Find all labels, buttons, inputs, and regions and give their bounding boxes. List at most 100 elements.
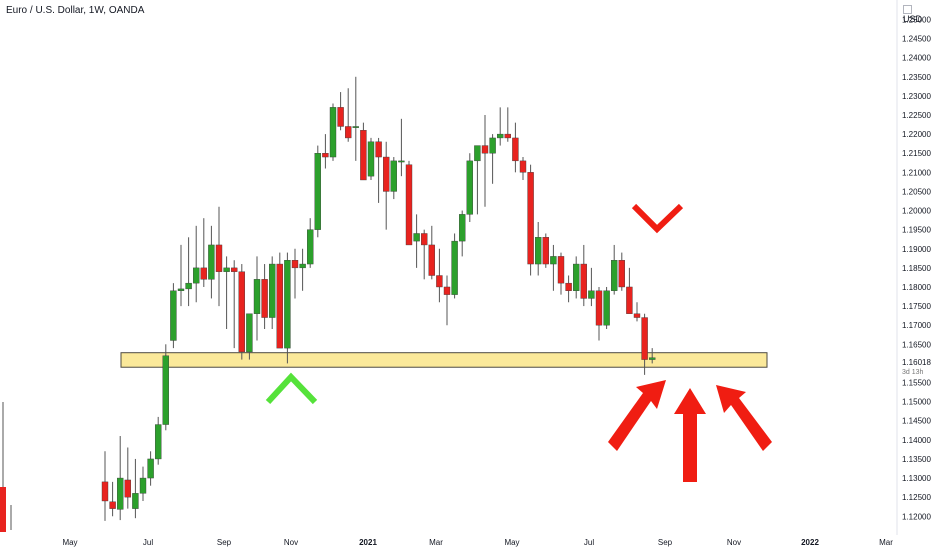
candle-body-up	[588, 290, 595, 299]
candle[interactable]	[322, 134, 329, 169]
candle[interactable]	[474, 145, 481, 215]
candle[interactable]	[443, 275, 451, 326]
candle[interactable]	[147, 451, 154, 486]
candle[interactable]	[603, 286, 610, 330]
candle[interactable]	[261, 264, 268, 330]
candle[interactable]	[451, 233, 458, 299]
candle[interactable]	[360, 122, 367, 181]
candle[interactable]	[527, 164, 534, 276]
support-zone[interactable]	[120, 352, 768, 368]
candle[interactable]	[329, 103, 337, 161]
candle[interactable]	[618, 252, 625, 291]
candle[interactable]	[580, 244, 587, 307]
candle[interactable]	[550, 244, 557, 291]
candle-body-down	[580, 263, 587, 299]
candle-body-down	[595, 290, 603, 326]
candle[interactable]	[269, 256, 276, 330]
candle[interactable]	[291, 248, 299, 299]
candle-body-up	[269, 263, 276, 318]
candle[interactable]	[230, 260, 238, 349]
candle[interactable]	[109, 481, 116, 517]
y-tick-label: 1.24500	[902, 35, 931, 44]
candle[interactable]	[641, 313, 648, 375]
candle[interactable]	[557, 252, 565, 295]
candle[interactable]	[390, 157, 397, 200]
countdown-label: 3d 13h	[902, 369, 924, 376]
candle[interactable]	[345, 88, 352, 142]
candle[interactable]	[200, 218, 208, 287]
candle[interactable]	[208, 225, 215, 299]
candle-body-up	[307, 229, 314, 265]
candle[interactable]	[466, 153, 473, 223]
candle[interactable]	[367, 137, 375, 180]
candle[interactable]	[573, 256, 580, 299]
candle[interactable]	[284, 252, 291, 364]
candle[interactable]	[154, 416, 162, 465]
candle[interactable]	[101, 451, 109, 521]
candle[interactable]	[352, 76, 359, 161]
candle[interactable]	[649, 348, 656, 364]
candle[interactable]	[497, 107, 504, 146]
candle[interactable]	[512, 122, 519, 173]
candle[interactable]	[139, 466, 147, 501]
red-arrow-diagonal-left[interactable]	[608, 380, 666, 451]
candle-body-up	[466, 160, 473, 215]
candle[interactable]	[375, 137, 382, 203]
candle[interactable]	[170, 283, 177, 349]
candle[interactable]	[398, 118, 405, 177]
candle[interactable]	[276, 252, 283, 349]
symbol-title: Euro / U.S. Dollar, 1W, OANDA	[6, 5, 145, 16]
candle-body-up	[299, 263, 306, 269]
candle[interactable]	[588, 267, 595, 307]
candle-body-up	[147, 458, 154, 479]
candle-body-down	[421, 233, 428, 246]
currency-label[interactable]: USD	[903, 4, 932, 24]
candle[interactable]	[413, 214, 420, 268]
candle[interactable]	[185, 237, 192, 307]
red-arrow-up[interactable]	[674, 388, 706, 482]
candle[interactable]	[116, 436, 124, 521]
candle[interactable]	[459, 210, 466, 257]
candle[interactable]	[307, 218, 314, 268]
candle[interactable]	[626, 267, 633, 314]
candle[interactable]	[633, 302, 641, 322]
candle[interactable]	[238, 264, 246, 360]
x-tick-label: Sep	[217, 538, 232, 547]
red-down-chevron[interactable]	[631, 203, 684, 234]
candle[interactable]	[405, 160, 413, 246]
candle[interactable]	[162, 344, 170, 431]
candle[interactable]	[504, 107, 511, 142]
candle[interactable]	[246, 313, 253, 360]
candle[interactable]	[253, 256, 261, 341]
candle[interactable]	[124, 447, 132, 509]
candle[interactable]	[428, 225, 435, 280]
candle[interactable]	[535, 222, 542, 276]
candle-body-down	[504, 133, 511, 139]
candle[interactable]	[383, 141, 390, 230]
candle[interactable]	[611, 244, 618, 295]
candle[interactable]	[542, 233, 549, 268]
candle[interactable]	[299, 248, 306, 291]
candle[interactable]	[421, 229, 428, 280]
candle-body-up	[177, 288, 185, 291]
green-up-chevron[interactable]	[265, 372, 318, 405]
candle[interactable]	[519, 157, 527, 180]
candle[interactable]	[314, 145, 321, 238]
candle[interactable]	[481, 115, 489, 207]
candle[interactable]	[489, 134, 496, 184]
candle[interactable]	[595, 286, 603, 341]
y-tick-label: 1.22500	[902, 111, 931, 120]
candle[interactable]	[215, 206, 223, 307]
candle[interactable]	[565, 275, 572, 303]
candle[interactable]	[436, 248, 443, 303]
candle[interactable]	[192, 225, 200, 303]
candle[interactable]	[337, 92, 344, 131]
candle[interactable]	[223, 256, 230, 330]
candle-body-up	[550, 256, 557, 265]
candle-body-up	[474, 145, 481, 162]
candle[interactable]	[177, 244, 185, 307]
candle[interactable]	[132, 458, 139, 519]
red-arrow-diagonal-right[interactable]	[716, 385, 772, 451]
